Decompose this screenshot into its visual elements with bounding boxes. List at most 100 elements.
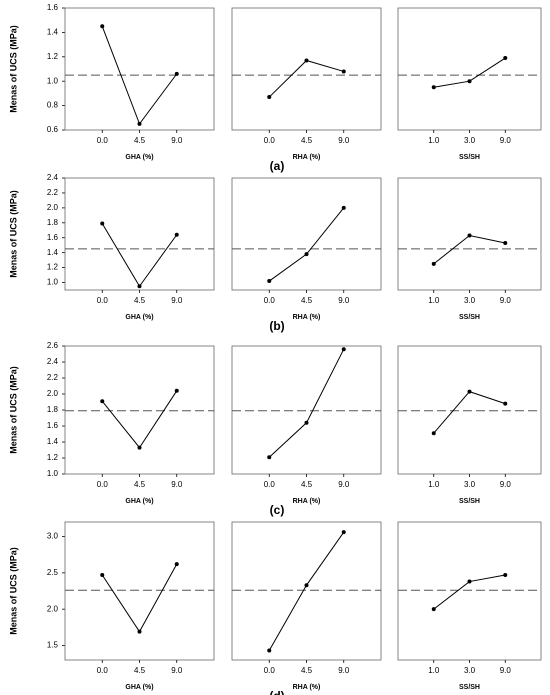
y-tick-label: 2.2 [47,188,59,197]
data-point [503,573,508,578]
y-tick-label: 2.6 [47,341,59,350]
data-point [137,629,142,634]
data-point [431,85,436,90]
y-tick-label: 1.6 [47,233,59,242]
data-point [174,388,179,393]
data-point [467,233,472,238]
effect-line [101,26,178,125]
x-tick-label: 0.0 [264,136,276,145]
y-tick-label: 1.4 [47,437,59,446]
y-tick-label: 2.0 [47,203,59,212]
x-tick-label: 3.0 [464,666,476,675]
x-tick-label: 9.0 [338,666,350,675]
panel-frame [231,177,382,291]
panel-caption: (d) [269,689,284,695]
x-axis-label: RHA (%) [293,684,321,691]
y-tick-label: 0.8 [47,101,59,110]
x-tick-label: 1.0 [428,296,440,305]
x-axis-label: GHA (%) [125,314,153,321]
data-point [503,401,508,406]
y-tick-label: 1.4 [47,28,59,37]
data-point [174,71,179,76]
x-axis-label: SS/SH [459,498,480,505]
x-axis-label: SS/SH [459,314,480,321]
y-axis-label: Menas of UCS (MPa) [8,190,18,278]
y-axis-label: Menas of UCS (MPa) [8,547,18,635]
panel-caption: (a) [270,159,285,173]
data-point [100,24,105,29]
data-point [267,95,272,100]
x-tick-label: 0.0 [97,666,109,675]
x-tick-label: 9.0 [500,296,512,305]
x-tick-label: 1.0 [428,480,440,489]
y-tick-label: 2.2 [47,373,59,382]
effect-line [268,207,345,282]
data-point [174,232,179,237]
x-tick-label: 0.0 [97,296,109,305]
effect-line [101,223,178,288]
data-point [431,431,436,436]
y-tick-label: 1.6 [47,421,59,430]
data-point [137,445,142,450]
y-tick-label: 3.0 [47,532,59,541]
panel-frame [231,345,382,475]
data-point [341,530,346,535]
data-point [137,284,142,289]
panel-frame [397,7,542,131]
data-point [267,455,272,460]
x-tick-label: 4.5 [301,136,313,145]
data-point [341,347,346,352]
y-tick-label: 1.5 [47,641,59,650]
x-axis-label: GHA (%) [125,498,153,505]
x-axis-label: RHA (%) [293,498,321,505]
x-axis-label: RHA (%) [293,314,321,321]
panel-frame [397,521,542,661]
data-point [100,573,105,578]
y-tick-label: 2.5 [47,568,59,577]
data-point [267,648,272,653]
data-point [304,252,309,257]
data-point [467,389,472,394]
data-point [503,240,508,245]
x-tick-label: 0.0 [264,666,276,675]
x-tick-label: 4.5 [134,666,146,675]
panel-frame [64,521,215,661]
x-tick-label: 1.0 [428,136,440,145]
y-axis-label: Menas of UCS (MPa) [8,25,18,113]
panel-frame [397,345,542,475]
x-tick-label: 0.0 [264,296,276,305]
y-tick-label: 2.4 [47,173,59,182]
x-tick-label: 4.5 [134,480,146,489]
y-tick-label: 1.2 [47,52,59,61]
x-axis-label: RHA (%) [293,154,321,161]
panel-frame [64,177,215,291]
y-tick-label: 1.2 [47,263,59,272]
data-point [304,583,309,588]
data-point [304,420,309,425]
x-tick-label: 9.0 [171,296,183,305]
x-tick-label: 3.0 [464,480,476,489]
effect-line [268,531,345,651]
y-tick-label: 1.2 [47,453,59,462]
x-tick-label: 4.5 [134,296,146,305]
x-tick-label: 9.0 [500,480,512,489]
effect-line [433,234,506,265]
data-point [467,79,472,84]
data-point [341,69,346,74]
y-tick-label: 2.0 [47,389,59,398]
panel-frame [64,345,215,475]
y-tick-label: 2.4 [47,357,59,366]
y-tick-label: 1.8 [47,405,59,414]
x-tick-label: 9.0 [500,666,512,675]
y-tick-label: 1.8 [47,218,59,227]
x-tick-label: 4.5 [301,666,313,675]
effect-line [268,348,345,458]
data-point [100,221,105,226]
x-axis-label: GHA (%) [125,154,153,161]
data-point [174,562,179,567]
y-tick-label: 1.6 [47,3,59,12]
x-axis-label: GHA (%) [125,684,153,691]
data-point [137,121,142,126]
y-tick-label: 0.6 [47,125,59,134]
